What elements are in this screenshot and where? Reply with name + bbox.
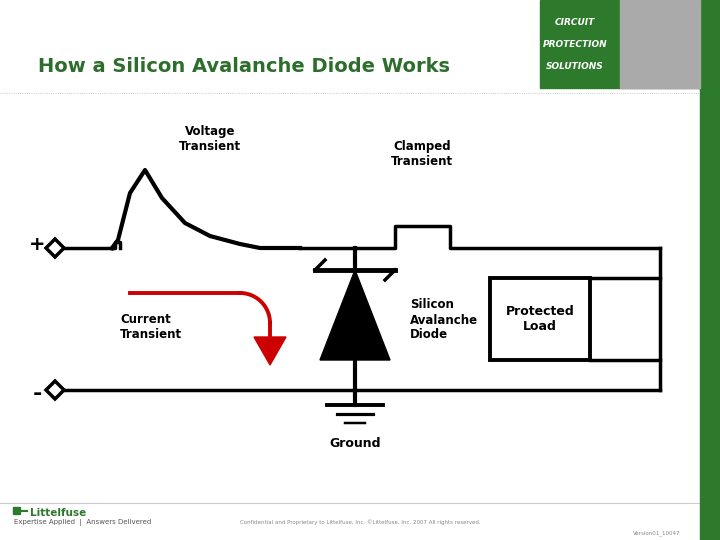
Bar [490, 278, 590, 360]
Polygon shape [254, 337, 286, 365]
FancyBboxPatch shape [14, 508, 20, 515]
Text: Voltage
Transient: Voltage Transient [179, 125, 241, 153]
Text: Expertise Applied  |  Answers Delivered: Expertise Applied | Answers Delivered [14, 519, 151, 526]
Text: +: + [29, 234, 45, 253]
Bar [620, 0, 700, 88]
Bar [540, 0, 700, 88]
Text: Littelfuse: Littelfuse [30, 508, 86, 518]
Text: SOLUTIONS: SOLUTIONS [546, 62, 604, 71]
Polygon shape [46, 381, 64, 399]
Text: -: - [32, 384, 42, 404]
Text: Confidential and Proprietary to Littelfuse, Inc. ©Littelfuse, Inc. 2007 All righ: Confidential and Proprietary to Littelfu… [240, 519, 480, 525]
Text: Clamped
Transient: Clamped Transient [391, 140, 453, 168]
Text: CIRCUIT: CIRCUIT [555, 18, 595, 27]
Text: Current
Transient: Current Transient [120, 313, 182, 341]
Text: How a Silicon Avalanche Diode Works: How a Silicon Avalanche Diode Works [38, 57, 450, 77]
Bar [700, 0, 720, 540]
Polygon shape [46, 239, 64, 257]
Text: Ground: Ground [329, 437, 381, 450]
Text: Protected
Load: Protected Load [505, 305, 575, 333]
Text: PROTECTION: PROTECTION [543, 40, 607, 49]
Text: Silicon
Avalanche
Diode: Silicon Avalanche Diode [410, 299, 478, 341]
Text: Version01_10047: Version01_10047 [632, 530, 680, 536]
Polygon shape [320, 270, 390, 360]
